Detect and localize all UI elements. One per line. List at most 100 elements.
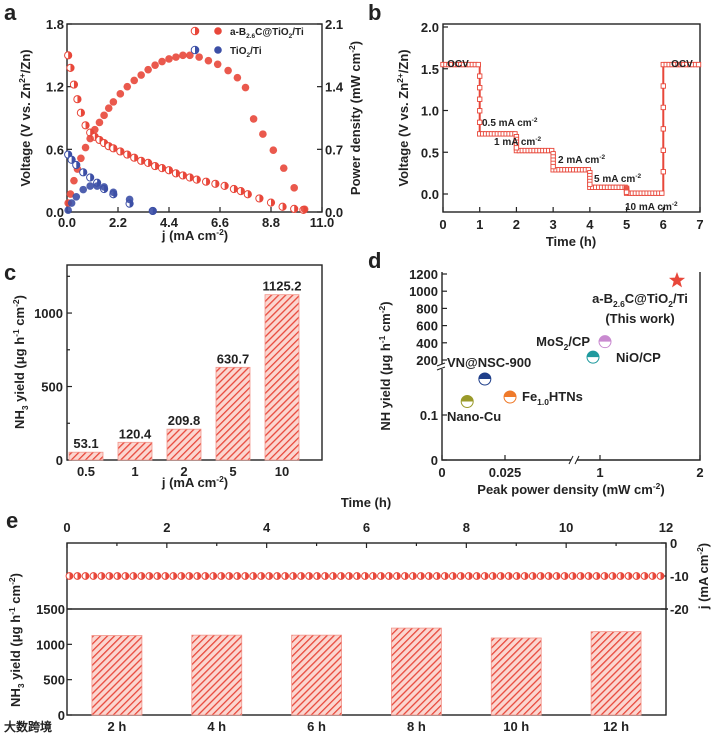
data-point-power: [148, 207, 157, 215]
current-point: [480, 572, 489, 580]
marker-fill: [476, 572, 481, 580]
y-tick-label: 400: [416, 336, 438, 351]
marker-fill: [341, 572, 345, 580]
marker-fill: [240, 187, 245, 195]
panel-letter: e: [6, 508, 18, 533]
marker-fill: [197, 572, 201, 580]
data-point-power: [204, 56, 213, 65]
data-point-voltage: [130, 153, 139, 162]
data-point-power: [93, 182, 101, 190]
data-point-power: [213, 60, 222, 69]
current-point: [584, 572, 593, 580]
current-point: [592, 572, 601, 580]
current-point: [496, 572, 505, 580]
marker-fill: [428, 572, 433, 580]
x-tick-label: 8: [463, 520, 470, 535]
current-point: [377, 572, 385, 580]
x-axis-label: j (mA cm-2): [161, 474, 228, 490]
current-point: [417, 572, 425, 580]
marker-fill: [182, 171, 187, 180]
data-point: [477, 119, 483, 125]
marker-fill: [588, 572, 593, 580]
y-axis-label: NH3 yield (μg h-1 cm-2): [11, 295, 30, 429]
y-tick-label: 1000: [36, 637, 65, 652]
marker-fill: [452, 572, 457, 580]
data-point-voltage: [236, 187, 245, 196]
current-point: [89, 572, 98, 580]
x-tick-label: 6: [660, 217, 667, 232]
data-point-voltage: [266, 198, 276, 207]
data-point-power: [137, 71, 145, 79]
marker-fill: [460, 572, 465, 580]
current-point: [488, 572, 497, 580]
x-axis-label: Time (h): [546, 234, 596, 249]
marker-fill: [237, 572, 241, 580]
marker-fill: [282, 203, 287, 211]
current-point: [608, 572, 617, 580]
marker-fill: [628, 572, 632, 580]
bar: [117, 441, 153, 461]
y-tick-label: 2.0: [421, 20, 439, 35]
step-label: OCV: [447, 59, 469, 70]
marker-fill: [215, 180, 219, 188]
marker-fill: [478, 373, 491, 379]
data-point-power: [224, 66, 232, 75]
y-tick-label: 800: [416, 301, 438, 316]
data-point-voltage: [137, 156, 146, 165]
current-point: [656, 572, 665, 580]
y-tick-label: 1000: [409, 284, 438, 299]
marker-fill: [599, 335, 611, 342]
x-axis-label: Peak power density (mW cm-2): [477, 481, 664, 497]
data-point-power: [79, 185, 88, 194]
marker-fill: [80, 109, 85, 117]
data-point-power: [67, 199, 76, 207]
data-point-power: [109, 188, 118, 197]
panel-letter: c: [4, 260, 16, 285]
marker-fill: [189, 173, 194, 182]
marker-fill: [213, 572, 217, 580]
current-point: [153, 572, 162, 580]
data-point: [477, 96, 483, 102]
current-point: [233, 572, 242, 580]
data-point-label: (This work): [605, 311, 674, 326]
current-point: [129, 572, 138, 580]
marker-fill: [125, 572, 129, 580]
data-point-power: [130, 76, 139, 85]
y-tick-label: 1.2: [46, 80, 64, 95]
marker-fill: [229, 572, 233, 580]
marker-fill: [141, 157, 145, 165]
data-point-power: [158, 57, 166, 66]
y2-tick-label: 1.4: [325, 80, 344, 95]
marker-fill: [365, 572, 369, 580]
data-point-power: [86, 182, 94, 190]
marker-fill: [253, 572, 257, 580]
y-tick-label: 1.8: [46, 17, 64, 32]
current-point: [161, 572, 170, 580]
data-point-voltage: [211, 179, 220, 188]
marker-fill: [380, 572, 385, 580]
marker-fill: [85, 121, 90, 129]
data-point-voltage: [157, 164, 167, 173]
current-point: [281, 572, 290, 580]
x-tick-label: 10: [559, 520, 573, 535]
y2-tick-label: 0.7: [325, 142, 343, 157]
data-point-power: [91, 125, 99, 134]
data-point-voltage: [150, 161, 160, 171]
marker-fill: [69, 572, 73, 580]
y-tick-label: 0: [431, 453, 438, 468]
bar-value-label: 53.1: [73, 436, 98, 451]
step-label: OCV: [671, 59, 693, 70]
data-point: [550, 163, 556, 170]
current-point: [329, 572, 337, 580]
watermark: 大数跨境: [4, 719, 52, 734]
panel-a-plot-area: [66, 23, 323, 213]
x-tick-label: 2.2: [109, 215, 127, 230]
data-point-voltage: [81, 121, 90, 130]
current-point: [512, 572, 521, 580]
marker-fill: [349, 572, 353, 580]
marker-fill: [587, 351, 599, 358]
data-point-voltage: [185, 173, 194, 182]
data-point-voltage: [72, 160, 81, 170]
panel-letter: a: [4, 0, 17, 25]
